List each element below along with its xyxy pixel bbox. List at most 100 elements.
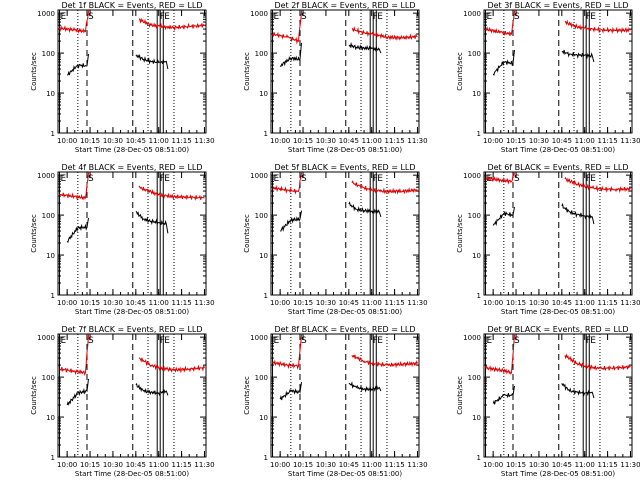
y-tick-label: 100: [42, 374, 55, 382]
x-tick-label: 10:30: [529, 137, 549, 145]
marker-label: S: [88, 12, 94, 22]
marker-label: E: [590, 336, 596, 346]
y-tick-label: 1: [264, 292, 268, 300]
marker-label: E: [164, 12, 170, 22]
lld-series-line: [351, 26, 418, 41]
x-tick-label: 11:30: [194, 461, 214, 469]
x-axis-label: Start Time (28-Dec-05 08:51:00): [501, 146, 615, 154]
lld-series-line: [59, 334, 89, 376]
y-tick-label: 100: [42, 212, 55, 220]
marker-label: E: [61, 336, 67, 346]
marker-label: E: [61, 12, 67, 22]
marker-label: E: [274, 12, 280, 22]
x-tick-label: 11:00: [149, 461, 169, 469]
x-tick-label: 10:00: [483, 461, 503, 469]
x-tick-label: 11:15: [171, 137, 191, 145]
marker-label: S: [514, 336, 520, 346]
plot-panel-3: Det 3f BLACK = Events, RED = LLD 1 10 100 10…: [456, 1, 640, 154]
events-series-line: [135, 53, 169, 70]
x-tick-label: 11:00: [362, 299, 382, 307]
y-tick-label: 100: [255, 50, 268, 58]
marker-label: S: [301, 174, 307, 184]
lld-series-line: [564, 176, 631, 194]
x-tick-label: 10:30: [316, 299, 336, 307]
x-tick-label: 10:15: [293, 461, 313, 469]
y-tick-label: 1000: [37, 334, 55, 342]
plot-panel-9: Det 9f BLACK = Events, RED = LLD 1 10 100 10…: [456, 325, 640, 478]
y-tick-label: 100: [468, 50, 481, 58]
x-tick-label: 10:15: [293, 299, 313, 307]
x-tick-label: 10:30: [316, 137, 336, 145]
marker-label: E: [377, 174, 383, 184]
marker-label: S: [88, 174, 94, 184]
x-tick-label: 10:00: [483, 299, 503, 307]
marker-label: E: [590, 12, 596, 22]
lld-series-line: [351, 180, 418, 195]
events-series-line: [135, 382, 169, 397]
marker-label: E: [61, 174, 67, 184]
y-tick-label: 10: [259, 90, 268, 98]
y-axis-label: Counts/sec: [456, 376, 464, 415]
x-tick-label: 11:15: [597, 137, 617, 145]
x-tick-label: 11:30: [620, 461, 640, 469]
panel-title: Det 7f BLACK = Events, RED = LLD: [61, 325, 202, 334]
y-tick-label: 1: [477, 292, 481, 300]
x-tick-label: 11:00: [575, 299, 595, 307]
marker-label: S: [514, 174, 520, 184]
y-axis-label: Counts/sec: [243, 214, 251, 253]
y-tick-label: 10: [46, 252, 55, 260]
marker-label: F: [373, 336, 378, 346]
x-tick-label: 10:30: [529, 299, 549, 307]
axes-frame: [483, 171, 633, 296]
y-tick-label: 1: [51, 292, 55, 300]
y-tick-label: 10: [46, 90, 55, 98]
marker-label: E: [377, 336, 383, 346]
marker-label: S: [88, 336, 94, 346]
y-tick-label: 1000: [250, 10, 268, 18]
y-axis-label: Counts/sec: [243, 376, 251, 415]
plot-panel-8: Det 8f BLACK = Events, RED = LLD 1 10 100 10…: [243, 325, 428, 478]
lld-series-line: [272, 334, 302, 370]
y-tick-label: 10: [259, 414, 268, 422]
events-series-line: [561, 202, 595, 225]
y-tick-label: 1: [264, 130, 268, 138]
x-tick-label: 10:00: [57, 461, 77, 469]
marker-label: F: [160, 336, 165, 346]
x-tick-label: 11:00: [362, 137, 382, 145]
x-tick-label: 10:15: [506, 461, 526, 469]
x-tick-label: 11:15: [171, 299, 191, 307]
x-tick-label: 10:45: [339, 137, 359, 145]
x-tick-label: 11:00: [575, 461, 595, 469]
x-axis-label: Start Time (28-Dec-05 08:51:00): [288, 308, 402, 316]
x-tick-label: 11:15: [171, 461, 191, 469]
x-tick-label: 10:30: [316, 461, 336, 469]
y-tick-label: 10: [259, 252, 268, 260]
y-axis-label: Counts/sec: [30, 214, 38, 253]
x-tick-label: 10:00: [57, 299, 77, 307]
x-tick-label: 10:15: [506, 299, 526, 307]
x-axis-label: Start Time (28-Dec-05 08:51:00): [75, 470, 189, 478]
x-tick-label: 10:45: [552, 137, 572, 145]
y-axis-label: Counts/sec: [30, 376, 38, 415]
lld-series-line: [59, 10, 89, 34]
x-tick-label: 11:30: [620, 299, 640, 307]
panel-title: Det 3f BLACK = Events, RED = LLD: [487, 1, 628, 10]
lld-series-line: [138, 185, 205, 201]
panel-title: Det 6f BLACK = Events, RED = LLD: [487, 163, 628, 172]
x-tick-label: 11:15: [384, 299, 404, 307]
panel-title: Det 2f BLACK = Events, RED = LLD: [274, 1, 415, 10]
marker-label: F: [373, 12, 378, 22]
x-tick-label: 10:15: [506, 137, 526, 145]
lld-series-line: [485, 334, 515, 375]
x-tick-label: 11:30: [194, 299, 214, 307]
x-axis-label: Start Time (28-Dec-05 08:51:00): [501, 308, 615, 316]
lld-series-line: [272, 172, 302, 195]
y-tick-label: 1000: [463, 10, 481, 18]
events-series-line: [67, 53, 89, 76]
events-series-line: [561, 49, 595, 63]
x-tick-label: 11:15: [597, 461, 617, 469]
marker-label: E: [164, 174, 170, 184]
axes-frame: [483, 333, 633, 458]
y-tick-label: 1: [477, 130, 481, 138]
x-tick-label: 10:15: [80, 137, 100, 145]
